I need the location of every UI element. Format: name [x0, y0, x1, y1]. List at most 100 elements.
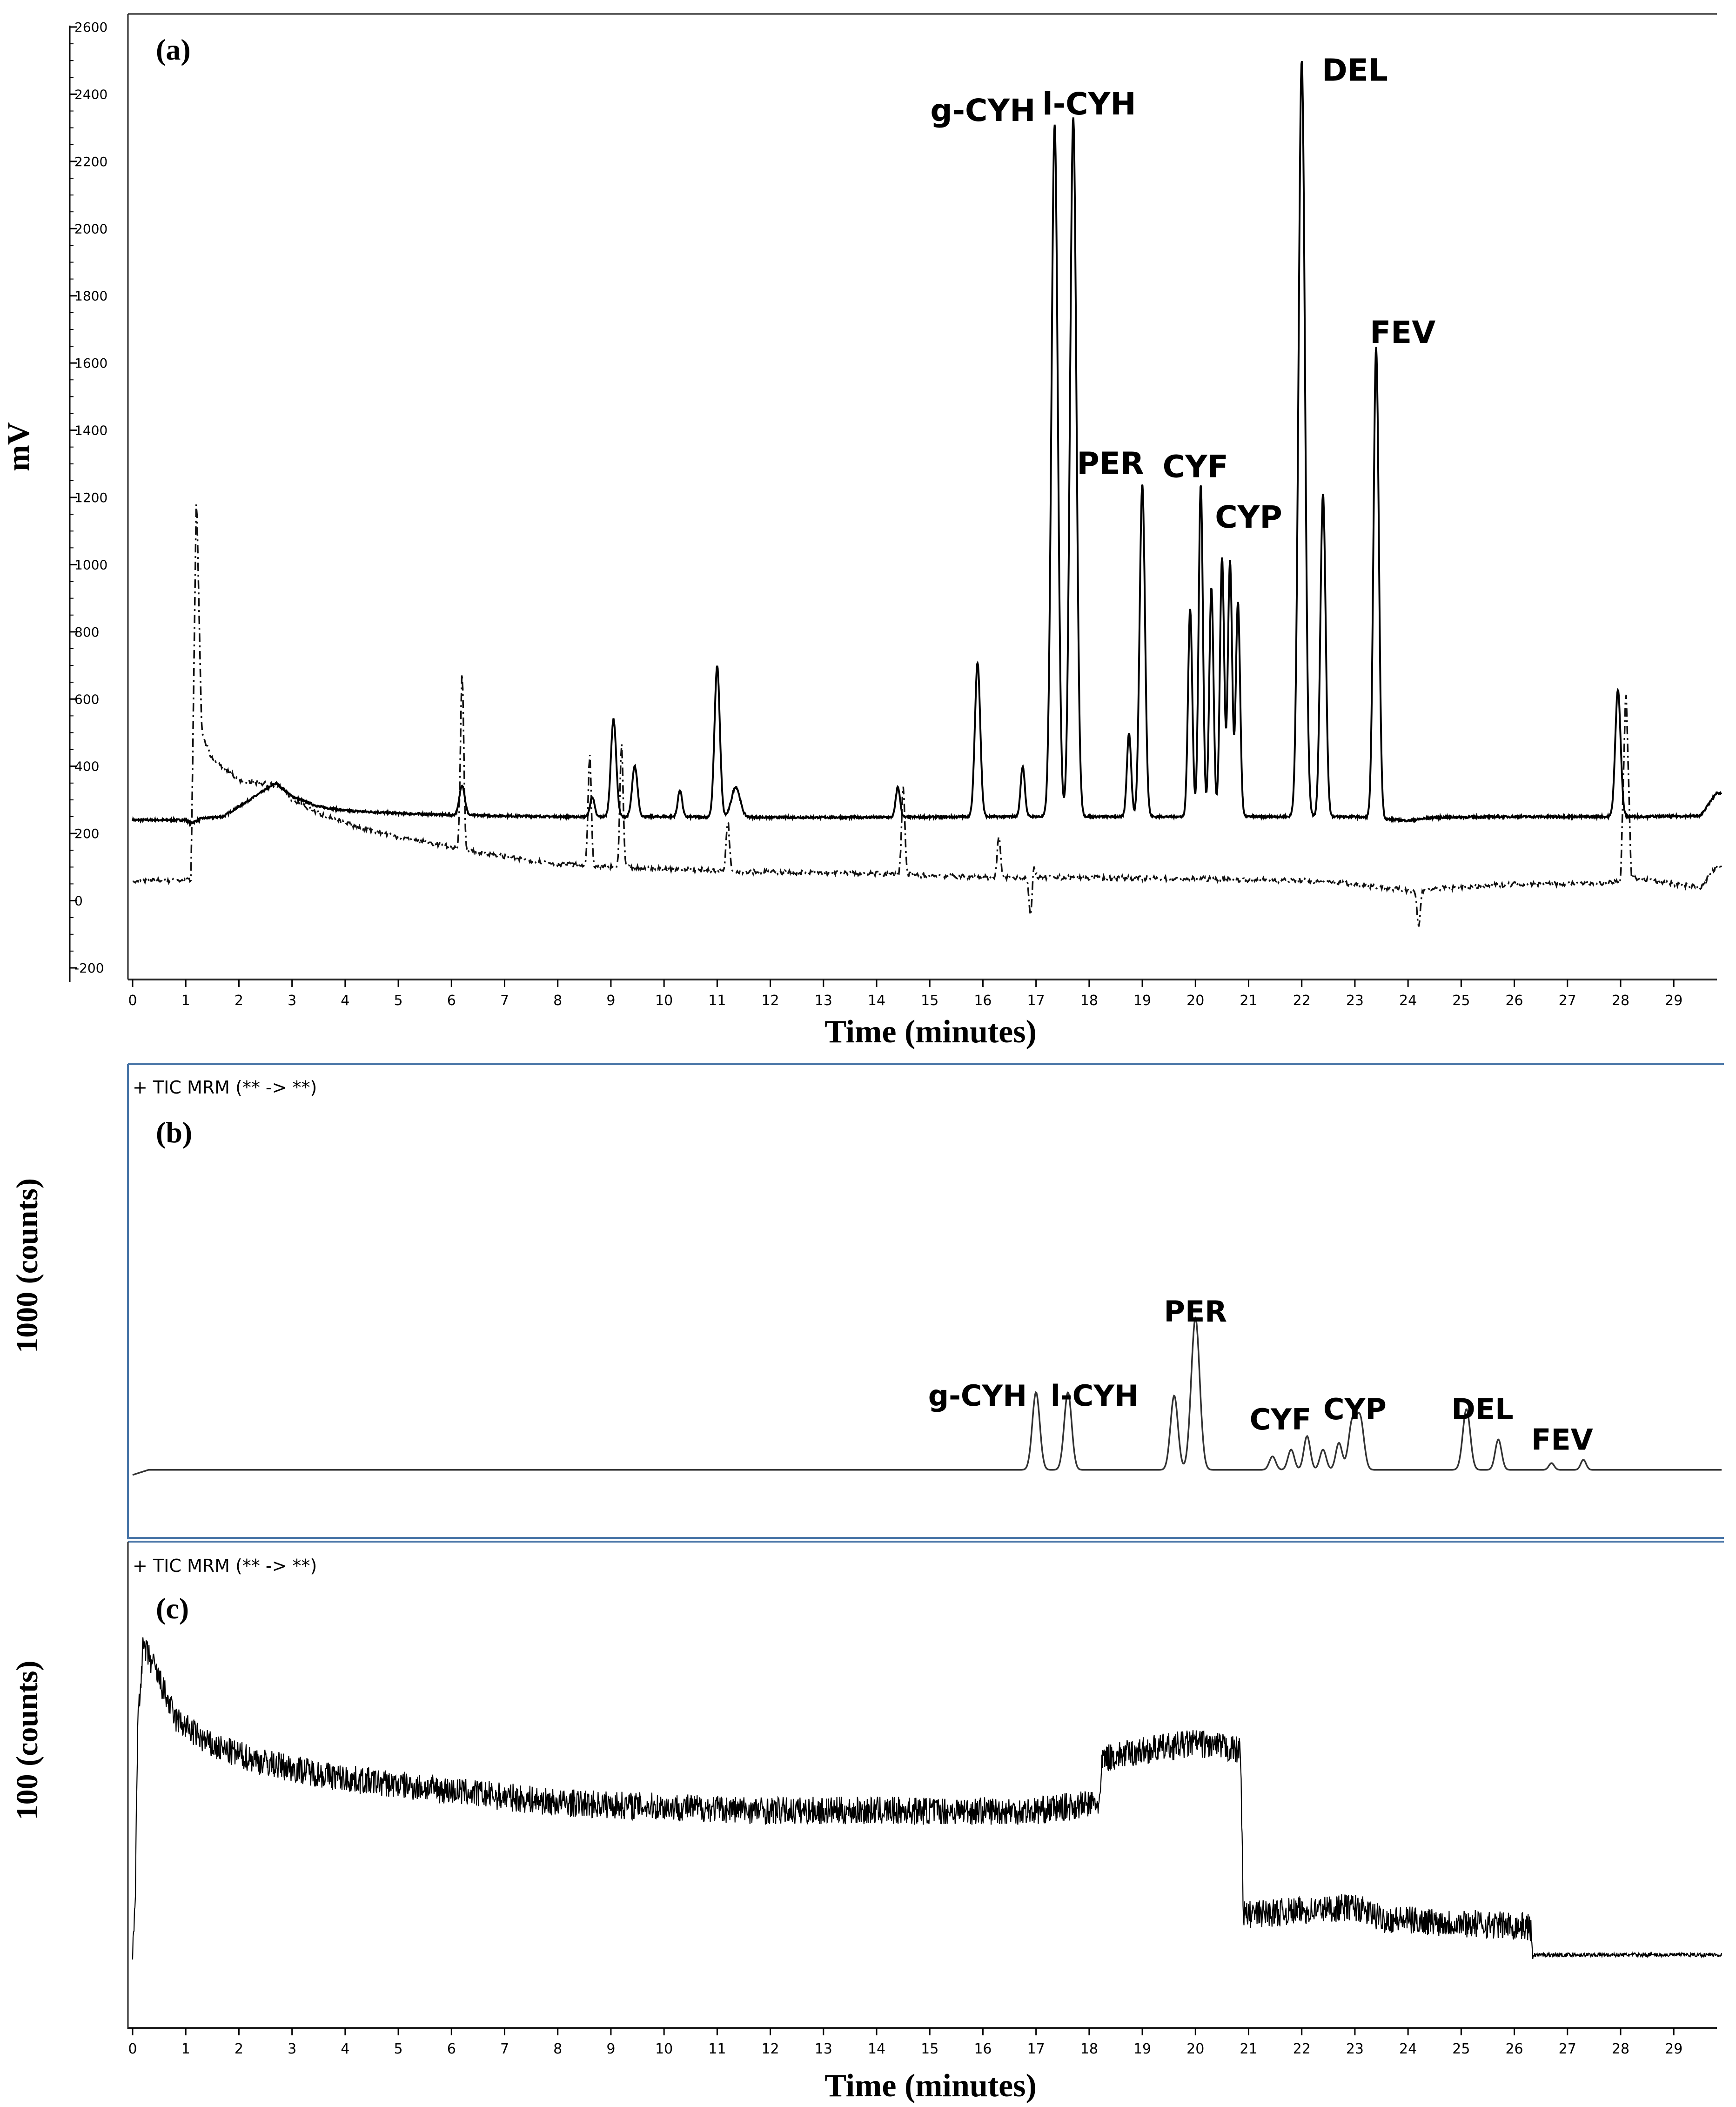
x-tick-label: 17: [1027, 993, 1045, 1009]
y-tick-label: 800: [74, 624, 99, 640]
panel-b-chart: + TIC MRM (** -> **) (b) 1000 (counts) g…: [10, 1063, 1724, 1539]
peak-label: CYF: [1250, 1402, 1312, 1436]
x-tick-label: 19: [1133, 993, 1151, 1009]
panel-c-ylabel: 100 (counts): [10, 1661, 44, 1820]
x-tick-label: 21: [1240, 993, 1257, 1009]
x-tick-label: 14: [868, 2041, 885, 2057]
x-tick-label: 7: [500, 2041, 509, 2057]
peak-label: g-CYH: [928, 1379, 1027, 1413]
x-tick-label: 26: [1505, 993, 1523, 1009]
x-tick-label: 6: [447, 993, 456, 1009]
x-tick-label: 4: [341, 993, 349, 1009]
x-tick-label: 22: [1293, 993, 1311, 1009]
y-tick-label: 1600: [74, 356, 107, 371]
panel-a-series-dashdot: [133, 504, 1723, 927]
x-tick-label: 20: [1186, 2041, 1204, 2057]
x-tick-label: 13: [815, 2041, 832, 2057]
peak-label: FEV: [1370, 315, 1435, 350]
x-tick-label: 27: [1559, 2041, 1576, 2057]
peak-label: CYP: [1323, 1392, 1387, 1426]
x-tick-label: 13: [815, 993, 832, 1009]
y-tick-label: 2200: [74, 154, 107, 169]
panel-a-chart: -200020040060080010001200140016001800200…: [0, 13, 1723, 1050]
y-tick-label: 0: [74, 893, 83, 909]
x-tick-label: 17: [1027, 2041, 1045, 2057]
x-tick-label: 23: [1346, 2041, 1364, 2057]
x-tick-label: 15: [921, 2041, 938, 2057]
x-tick-label: 9: [606, 2041, 615, 2057]
y-tick-label: 200: [74, 826, 99, 841]
x-tick-label: 21: [1240, 2041, 1257, 2057]
x-tick-label: 10: [655, 2041, 673, 2057]
peak-label: g-CYH: [930, 93, 1035, 128]
panel-a-xlabel: Time (minutes): [824, 1014, 1037, 1050]
peak-label: DEL: [1451, 1392, 1513, 1426]
x-tick-label: 19: [1133, 2041, 1151, 2057]
x-tick-label: 12: [761, 2041, 779, 2057]
panel-c-xlabel: Time (minutes): [824, 2068, 1037, 2104]
panel-c-chart: + TIC MRM (** -> **) (c) 100 (counts) 0 1…: [10, 1541, 1724, 2104]
x-tick-label: 25: [1452, 2041, 1470, 2057]
panel-b-peak-labels: g-CYH l-CYH PER CYF CYP DEL FEV: [928, 1295, 1593, 1457]
y-tick-label: 1000: [74, 557, 107, 572]
panel-c-header: + TIC MRM (** -> **): [133, 1556, 317, 1576]
panel-a-peak-labels: g-CYH l-CYH PER CYF CYP DEL FEV: [930, 53, 1435, 535]
y-tick-label: 1400: [74, 423, 107, 438]
y-tick-label: 1800: [74, 289, 107, 304]
panel-a-label: (a): [156, 33, 191, 66]
x-tick-label: 16: [974, 993, 992, 1009]
panel-b-header: + TIC MRM (** -> **): [133, 1077, 317, 1098]
x-tick-label: 1: [181, 2041, 190, 2057]
x-tick-label: 15: [921, 993, 938, 1009]
y-tick-label: 2000: [74, 221, 107, 236]
x-tick-label: 11: [708, 2041, 726, 2057]
panel-a-x-ticks: 0 1 2 3 4 5 6 7 8 9 10 11 12 13 14 15 16 17 18 19 20 21 22 23 24…: [128, 980, 1682, 1009]
panel-b-label: (b): [156, 1116, 192, 1149]
peak-label: CYP: [1215, 499, 1282, 535]
panel-b-series: [132, 1316, 1722, 1476]
peak-label: l-CYH: [1051, 1379, 1139, 1413]
x-tick-label: 8: [553, 2041, 562, 2057]
x-tick-label: 29: [1665, 2041, 1682, 2057]
x-tick-label: 26: [1505, 2041, 1523, 2057]
x-tick-label: 27: [1559, 993, 1576, 1009]
panel-b-ylabel: 1000 (counts): [10, 1178, 44, 1353]
x-tick-label: 10: [655, 993, 673, 1009]
x-tick-label: 16: [974, 2041, 992, 2057]
x-tick-label: 14: [868, 993, 885, 1009]
x-tick-label: 6: [447, 2041, 456, 2057]
y-tick-label: 1200: [74, 490, 107, 505]
x-tick-label: 5: [394, 993, 403, 1009]
x-tick-label: 24: [1399, 2041, 1417, 2057]
x-tick-label: 12: [761, 993, 779, 1009]
panel-c-x-ticks: 0 1 2 3 4 5 6 7 8 9 10 11 12 13 14 15 16 17 18 19 20 21 22 23 24…: [128, 2028, 1682, 2057]
peak-label: FEV: [1531, 1423, 1593, 1456]
x-tick-label: 29: [1665, 993, 1682, 1009]
x-tick-label: 25: [1452, 993, 1470, 1009]
x-tick-label: 24: [1399, 993, 1417, 1009]
x-tick-label: 0: [128, 993, 137, 1009]
x-tick-label: 4: [341, 2041, 349, 2057]
y-tick-label: 400: [74, 759, 99, 774]
peak-label: l-CYH: [1042, 86, 1136, 122]
x-tick-label: 2: [235, 993, 243, 1009]
panel-c-label: (c): [156, 1592, 189, 1625]
x-tick-label: 0: [128, 2041, 137, 2057]
y-tick-label: 600: [74, 691, 99, 707]
panel-a-y-ticks: -200 0 200 400 600 800 1000 1200 1400 1600 1800 200…: [70, 20, 107, 976]
x-tick-label: 28: [1612, 993, 1629, 1009]
x-tick-label: 23: [1346, 993, 1364, 1009]
peak-label: DEL: [1322, 53, 1388, 88]
x-tick-label: 3: [288, 993, 296, 1009]
panel-a-ylabel: mV: [0, 422, 36, 471]
x-tick-label: 8: [553, 993, 562, 1009]
x-tick-label: 2: [235, 2041, 243, 2057]
x-tick-label: 3: [288, 2041, 296, 2057]
panel-a-series-solid: [132, 61, 1723, 827]
x-tick-label: 1: [181, 993, 190, 1009]
x-tick-label: 18: [1080, 2041, 1098, 2057]
x-tick-label: 22: [1293, 2041, 1311, 2057]
y-tick-label: 2400: [74, 87, 107, 102]
x-tick-label: 20: [1186, 993, 1204, 1009]
